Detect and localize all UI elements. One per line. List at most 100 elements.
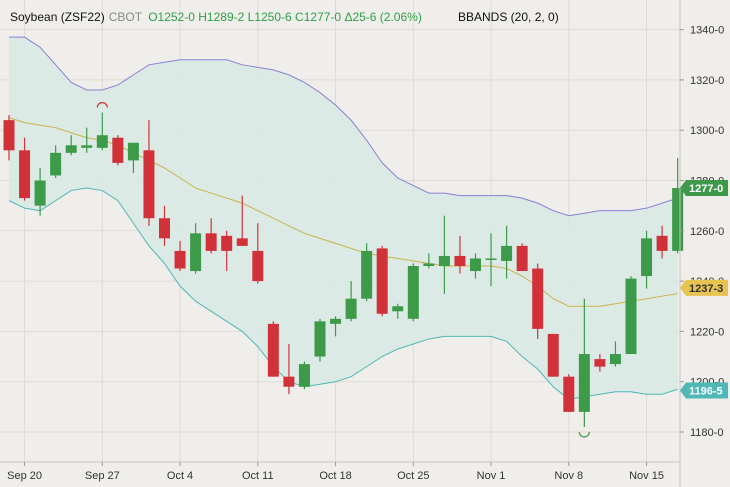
candle xyxy=(143,120,155,226)
candle xyxy=(438,215,450,294)
candle xyxy=(454,235,466,274)
candle-body xyxy=(112,137,124,163)
chart-header: Soybean (ZSF22) CBOT O1252-0 H1289-2 L125… xyxy=(10,10,422,24)
candle xyxy=(159,205,170,246)
candle xyxy=(267,321,279,377)
y-tick-label: 1180-0 xyxy=(690,427,723,439)
candle-body xyxy=(3,120,15,151)
candle xyxy=(314,318,326,362)
candle-body xyxy=(563,376,575,412)
y-tick-label: 1220-0 xyxy=(690,326,724,338)
candle xyxy=(81,127,93,153)
candle-body xyxy=(174,250,186,269)
candle-body xyxy=(672,188,684,251)
candle-body xyxy=(81,145,93,148)
candle-body xyxy=(470,258,481,272)
candle xyxy=(361,243,373,302)
candle xyxy=(501,225,513,279)
high-value: 1289-2 xyxy=(206,10,245,24)
x-tick-label: Oct 25 xyxy=(397,470,429,482)
high-label: H xyxy=(198,10,207,24)
candle-body xyxy=(205,233,217,251)
open-label: O xyxy=(148,10,158,24)
price-tag-label: 1237-3 xyxy=(689,283,723,295)
candle xyxy=(609,341,621,367)
candle-body xyxy=(298,364,310,387)
low-marker-icon xyxy=(578,431,590,438)
candle-body xyxy=(454,255,466,267)
x-tick-label: Oct 18 xyxy=(319,470,351,482)
x-tick-label: Sep 20 xyxy=(7,470,42,482)
price-tag-shape xyxy=(680,180,728,197)
high-low-markers xyxy=(96,102,590,438)
candle-body xyxy=(547,333,559,377)
candle xyxy=(298,361,310,390)
candle xyxy=(547,333,559,377)
candle xyxy=(236,195,248,246)
candle-body xyxy=(345,298,357,319)
candle-body xyxy=(594,359,606,367)
candle-body xyxy=(501,245,513,261)
candle xyxy=(672,157,684,254)
candle xyxy=(205,218,217,254)
x-tick-label: Nov 8 xyxy=(554,470,583,482)
candle xyxy=(594,354,606,372)
x-tick-label: Sep 27 xyxy=(85,470,120,482)
candle-body xyxy=(283,376,295,387)
x-tick-label: Oct 11 xyxy=(242,470,274,482)
candle xyxy=(50,145,62,178)
candle-body xyxy=(423,263,435,267)
symbol-label: Soybean (ZSF22) xyxy=(10,10,105,24)
candle-body xyxy=(609,354,621,365)
candle xyxy=(283,343,295,395)
candle xyxy=(127,142,139,173)
candle xyxy=(112,135,124,166)
close-value: 1277-0 xyxy=(303,10,342,24)
x-tick-label: Nov 15 xyxy=(629,470,664,482)
high-marker-icon xyxy=(96,102,108,108)
candle-body xyxy=(641,238,653,277)
candle-body xyxy=(485,258,497,260)
candle xyxy=(392,303,404,319)
candle xyxy=(656,225,668,259)
candle-body xyxy=(34,180,46,206)
candle-body xyxy=(221,235,233,251)
close-label: C xyxy=(295,10,304,24)
candle xyxy=(516,243,528,272)
candle-body xyxy=(532,268,544,329)
candle-body xyxy=(143,150,155,219)
x-tick-label: Nov 1 xyxy=(477,470,506,482)
low-value: 1250-6 xyxy=(254,10,292,24)
y-tick-label: 1300-0 xyxy=(690,125,724,137)
band-fill xyxy=(9,37,678,400)
candle-body xyxy=(656,235,668,251)
open-value: 1252-0 xyxy=(157,10,195,24)
candle-body xyxy=(330,318,342,324)
exchange-label: CBOT xyxy=(108,10,142,24)
candle-body xyxy=(50,152,62,176)
candle xyxy=(221,230,233,272)
candle-body xyxy=(625,278,637,355)
candle-body xyxy=(267,323,279,377)
candle-body xyxy=(578,354,590,412)
indicator-label: BBANDS (20, 2, 0) xyxy=(458,10,559,24)
candle xyxy=(96,112,108,151)
candle-body xyxy=(19,150,31,199)
candle xyxy=(532,263,544,339)
price-tag-shape xyxy=(680,382,728,399)
bollinger-bands xyxy=(8,36,678,400)
y-tick-label: 1260-0 xyxy=(690,226,724,238)
x-tick-label: Oct 4 xyxy=(167,470,193,482)
candle xyxy=(470,253,481,279)
low-label: L xyxy=(247,10,255,24)
y-tick-label: 1320-0 xyxy=(690,75,724,87)
candle xyxy=(625,276,637,355)
candle-body xyxy=(438,255,450,267)
candle-body xyxy=(236,238,248,246)
candle-body xyxy=(127,142,139,161)
candle-body xyxy=(190,233,202,272)
price-tag: 1237-3 xyxy=(680,279,728,296)
candle xyxy=(407,263,419,322)
